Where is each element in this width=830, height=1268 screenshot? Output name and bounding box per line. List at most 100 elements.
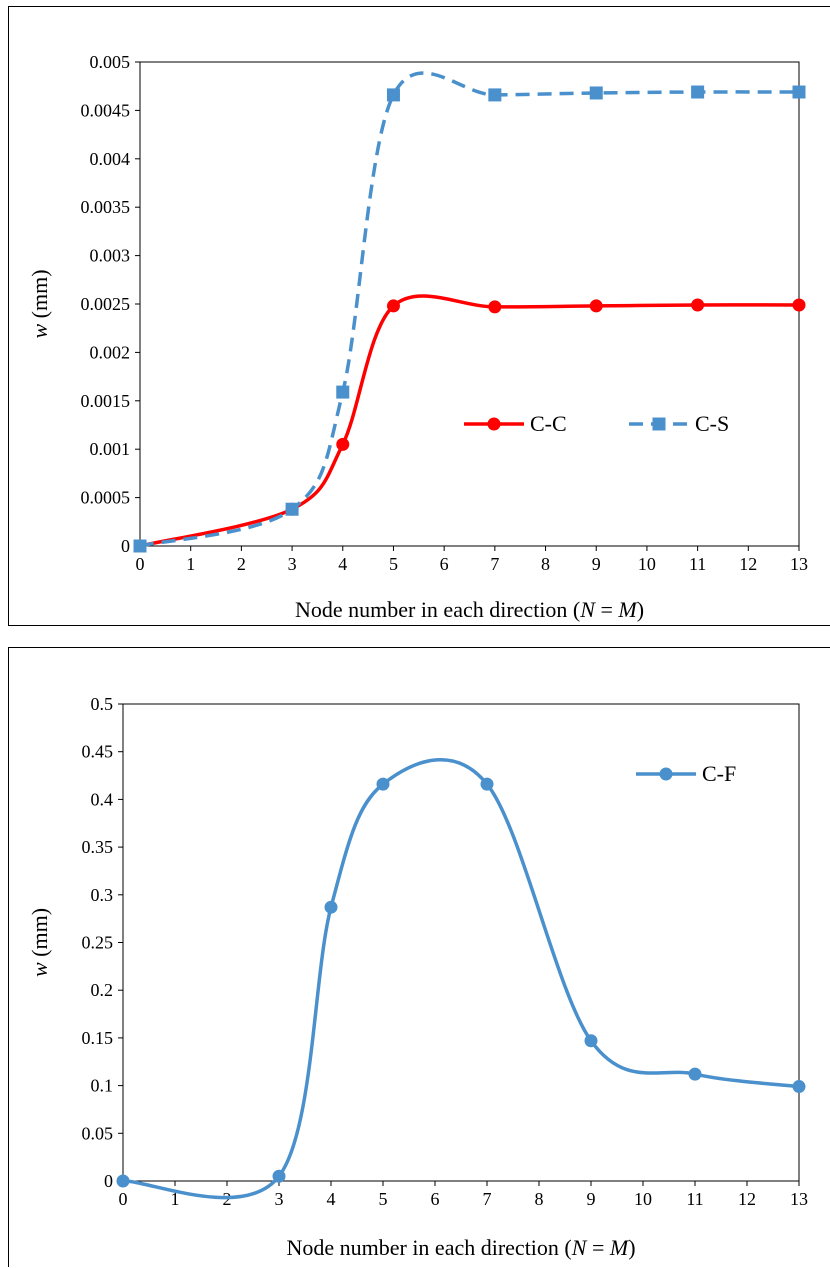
y-tick-label: 0.003 <box>90 246 131 266</box>
data-point-C-F <box>116 1174 130 1188</box>
y-tick-label: 0.001 <box>90 439 131 459</box>
y-tick-label: 0.45 <box>82 742 114 762</box>
data-point-C-S <box>792 85 806 99</box>
x-axis-title: Node number in each direction (N = M) <box>295 597 644 622</box>
data-point-C-S <box>488 88 502 102</box>
y-tick-label: 0.15 <box>82 1028 114 1048</box>
data-point-C-F <box>272 1169 286 1183</box>
x-tick-label: 10 <box>638 554 656 574</box>
data-point-C-C <box>488 300 502 314</box>
x-tick-label: 9 <box>592 554 601 574</box>
y-tick-label: 0.2 <box>91 980 114 1000</box>
legend-label-C-S: C-S <box>695 411 729 436</box>
x-tick-label: 9 <box>587 1189 596 1209</box>
x-tick-label: 3 <box>275 1189 284 1209</box>
y-tick-label: 0.1 <box>91 1076 114 1096</box>
x-tick-label: 4 <box>327 1189 336 1209</box>
x-axis-title-part: N <box>571 1235 588 1260</box>
data-point-C-F <box>688 1067 702 1081</box>
y-axis-title-var: w <box>27 324 52 339</box>
data-point-C-S <box>285 502 299 516</box>
data-point-C-S <box>336 385 350 399</box>
x-tick-label: 12 <box>738 1189 756 1209</box>
y-axis-title: w (mm) <box>27 908 52 977</box>
x-tick-label: 7 <box>490 554 499 574</box>
x-tick-label: 7 <box>483 1189 492 1209</box>
legend-marker-C-S <box>652 417 666 431</box>
legend-marker-C-C <box>487 417 501 431</box>
y-tick-label: 0.5 <box>91 694 114 714</box>
x-axis-title-part: Node number in each direction ( <box>286 1235 571 1260</box>
x-tick-label: 0 <box>119 1189 128 1209</box>
chart-1: 0 1 2 3 4 5 6 7 8 9 10 11 12 1300.00050.0010.00150.00… <box>27 52 808 622</box>
x-tick-label: 3 <box>288 554 297 574</box>
data-point-C-S <box>386 88 400 102</box>
x-tick-label: 11 <box>686 1189 703 1209</box>
series-line-C-F <box>121 757 801 1200</box>
legend-label-C-C: C-C <box>530 411 567 436</box>
data-point-C-C <box>691 298 705 312</box>
x-axis-title-part: Node number in each direction ( <box>295 597 580 622</box>
data-point-C-S <box>133 539 147 553</box>
y-axis-title: w (mm) <box>27 269 52 338</box>
y-axis-title-unit: (mm) <box>27 269 52 323</box>
data-point-C-F <box>480 777 494 791</box>
data-point-C-F <box>792 1080 806 1094</box>
data-point-C-C <box>386 299 400 313</box>
x-axis-title-part: N <box>579 597 596 622</box>
x-tick-label: 6 <box>440 554 449 574</box>
y-tick-label: 0 <box>104 1171 113 1191</box>
y-tick-label: 0.0045 <box>81 100 131 120</box>
x-tick-label: 10 <box>634 1189 652 1209</box>
data-point-C-F <box>376 777 390 791</box>
x-tick-label: 13 <box>790 554 808 574</box>
data-point-C-C <box>792 298 806 312</box>
x-axis-title-part: ) <box>628 1235 635 1260</box>
y-tick-label: 0 <box>121 536 130 556</box>
series-line-C-S <box>139 71 800 548</box>
x-tick-label: 8 <box>541 554 550 574</box>
data-point-C-C <box>336 437 350 451</box>
data-point-C-S <box>691 85 705 99</box>
y-tick-label: 0.25 <box>82 933 114 953</box>
data-point-C-S <box>589 86 603 100</box>
x-tick-label: 13 <box>790 1189 808 1209</box>
y-tick-label: 0.0035 <box>81 197 131 217</box>
x-axis-title-part: = <box>586 1235 609 1260</box>
y-tick-label: 0.3 <box>91 885 114 905</box>
y-tick-label: 0.0015 <box>81 391 131 411</box>
y-tick-label: 0.004 <box>90 149 131 169</box>
y-axis-title-unit: (mm) <box>27 908 52 962</box>
x-axis-title-part: = <box>595 597 618 622</box>
y-tick-label: 0.4 <box>91 789 114 809</box>
x-tick-label: 4 <box>338 554 347 574</box>
x-tick-label: 2 <box>237 554 246 574</box>
x-tick-label: 1 <box>186 554 195 574</box>
x-axis-title-part: M <box>617 597 638 622</box>
y-tick-label: 0.002 <box>90 342 131 362</box>
x-tick-label: 5 <box>389 554 398 574</box>
x-axis-title-part: ) <box>637 597 644 622</box>
x-tick-label: 8 <box>535 1189 544 1209</box>
chart-panel-2: 0 1 2 3 4 5 6 7 8 9 10 11 12 13 0 0.05 0.1 0.15 0.2 0.25 0.3… <box>8 647 830 1267</box>
x-tick-label: 12 <box>739 554 757 574</box>
y-tick-label: 0.05 <box>82 1123 114 1143</box>
x-tick-label: 6 <box>431 1189 440 1209</box>
chart-panel-1: 0 1 2 3 4 5 6 7 8 9 10 11 12 13 0 0.0005 0.001 0.0015 0.00… <box>8 6 830 626</box>
data-point-C-F <box>324 900 338 914</box>
legend-label-C-F: C-F <box>702 761 736 786</box>
x-tick-label: 0 <box>136 554 145 574</box>
y-tick-label: 0.0005 <box>81 488 131 508</box>
data-point-C-C <box>589 299 603 313</box>
y-tick-label: 0.005 <box>90 52 131 72</box>
x-tick-label: 11 <box>689 554 706 574</box>
y-axis-title-var: w <box>27 962 52 977</box>
y-tick-label: 0.0025 <box>81 294 131 314</box>
plot-area <box>122 703 800 1182</box>
data-point-C-F <box>584 1034 598 1048</box>
chart-2: 0 1 2 3 4 5 6 7 8 9 10 11 12 1300.050.10.150.20.250.3… <box>27 694 808 1260</box>
x-axis-title: Node number in each direction (N = M) <box>286 1235 635 1260</box>
x-axis-title-part: M <box>609 1235 630 1260</box>
y-tick-label: 0.35 <box>82 837 114 857</box>
x-tick-label: 1 <box>171 1189 180 1209</box>
